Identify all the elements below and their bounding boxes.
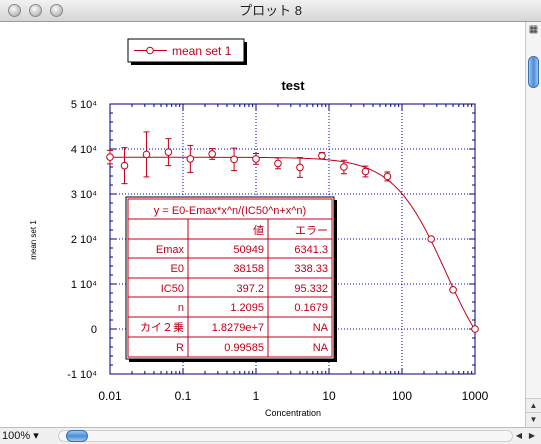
x-tick-label: 10 (322, 389, 336, 403)
fit-param-error: 338.33 (294, 263, 328, 275)
fit-param-value: 38158 (233, 263, 264, 275)
y-tick-label: 3 10⁴ (71, 189, 97, 201)
horizontal-scroll-thumb[interactable] (66, 430, 88, 442)
fit-param-name: R (176, 342, 184, 354)
vertical-scroll-thumb[interactable] (528, 56, 539, 88)
y-tick-label: 2 10⁴ (71, 234, 97, 246)
data-point (340, 163, 348, 171)
data-point (120, 161, 129, 170)
chart-title: test (281, 78, 305, 93)
x-tick-label: 1000 (462, 389, 489, 403)
tool-palette-icon[interactable]: ▦ (528, 24, 539, 35)
horizontal-scrollbar-bar: 100% ▾ ◀ ▶ (0, 427, 541, 444)
y-tick-label: 4 10⁴ (71, 144, 97, 156)
fit-curve (110, 156, 476, 331)
x-axis-label: Concentration (265, 408, 321, 418)
x-tick-label: 1 (253, 389, 260, 403)
data-point (186, 155, 195, 163)
chevron-down-icon: ▾ (33, 430, 39, 442)
fit-param-value: 397.2 (236, 283, 264, 295)
fit-results-table[interactable]: y = E0-Emax*x^n/(IC50^n+x^n) 値 エラー Emax … (125, 196, 337, 362)
data-point (106, 153, 114, 161)
window-title: プロット 8 (239, 3, 302, 18)
data-point (361, 167, 370, 176)
fit-param-error: NA (313, 322, 329, 334)
plot-svg: mean set 1 test Concentration mean set 1… (29, 38, 489, 418)
fit-param-name: E0 (171, 263, 184, 275)
y-tick-labels: 5 10⁴ 4 10⁴ 3 10⁴ 2 10⁴ 1 10⁴ 0 -1 10⁴ (67, 99, 97, 381)
data-points (106, 131, 479, 333)
scroll-up-arrow-icon[interactable]: ▲ (526, 398, 541, 413)
fit-col-value-header: 値 (253, 224, 264, 237)
legend[interactable]: mean set 1 (127, 38, 247, 65)
fit-equation: y = E0-Emax*x^n/(IC50^n+x^n) (154, 205, 306, 217)
scroll-down-arrow-icon[interactable]: ▼ (526, 412, 541, 427)
fit-param-value: 1.8279e+7 (212, 322, 264, 334)
fit-param-error: 0.1679 (294, 302, 328, 314)
data-point (142, 150, 151, 159)
legend-marker-icon (146, 46, 154, 55)
fit-param-name: IC50 (161, 283, 184, 295)
y-tick-label: 1 10⁴ (71, 279, 97, 291)
x-tick-label: 0.01 (98, 389, 122, 403)
title-bar: プロット 8 (0, 0, 541, 22)
data-point (449, 286, 457, 294)
data-point (164, 148, 173, 156)
legend-label: mean set 1 (172, 44, 232, 58)
fit-param-error: 95.332 (294, 283, 328, 295)
fit-param-name: Emax (156, 244, 185, 256)
data-point (296, 163, 304, 172)
data-point (427, 235, 435, 243)
fit-param-value: 50949 (233, 244, 264, 256)
data-point (383, 172, 392, 181)
fit-param-error: 6341.3 (294, 244, 328, 256)
data-point (252, 155, 260, 163)
y-tick-label: 5 10⁴ (71, 99, 97, 111)
horizontal-scroll-track[interactable] (58, 430, 513, 442)
y-tick-label: -1 10⁴ (67, 369, 97, 381)
data-point (208, 150, 216, 158)
scroll-left-arrow-icon[interactable]: ◀ (515, 431, 523, 440)
minimize-window-button[interactable] (29, 4, 42, 17)
fit-param-value: 1.2095 (230, 302, 264, 314)
scroll-right-arrow-icon[interactable]: ▶ (528, 431, 536, 440)
axis-ticks (109, 103, 476, 375)
fit-col-error-header: エラー (295, 225, 328, 237)
zoom-window-button[interactable] (50, 4, 63, 17)
x-tick-label: 100 (392, 389, 412, 403)
data-point (230, 155, 238, 164)
data-point (274, 159, 282, 168)
fit-param-error: NA (313, 342, 329, 354)
x-tick-labels: 0.01 0.1 1 10 100 1000 (98, 389, 488, 403)
zoom-select[interactable]: 100% ▾ (2, 429, 39, 443)
data-point (318, 151, 326, 160)
close-window-button[interactable] (8, 4, 21, 17)
fit-param-value: 0.99585 (224, 342, 264, 354)
data-point (471, 325, 479, 333)
fit-param-name: n (178, 302, 184, 314)
zoom-value: 100% (2, 430, 31, 442)
vertical-scrollbar[interactable]: ▦ ▲ ▼ (525, 22, 541, 427)
y-tick-label: 0 (91, 324, 97, 336)
y-axis-label: mean set 1 (29, 220, 38, 260)
x-tick-label: 0.1 (175, 389, 192, 403)
plot-area: mean set 1 test Concentration mean set 1… (0, 22, 525, 427)
fit-param-name: カイ２乗 (140, 321, 184, 334)
